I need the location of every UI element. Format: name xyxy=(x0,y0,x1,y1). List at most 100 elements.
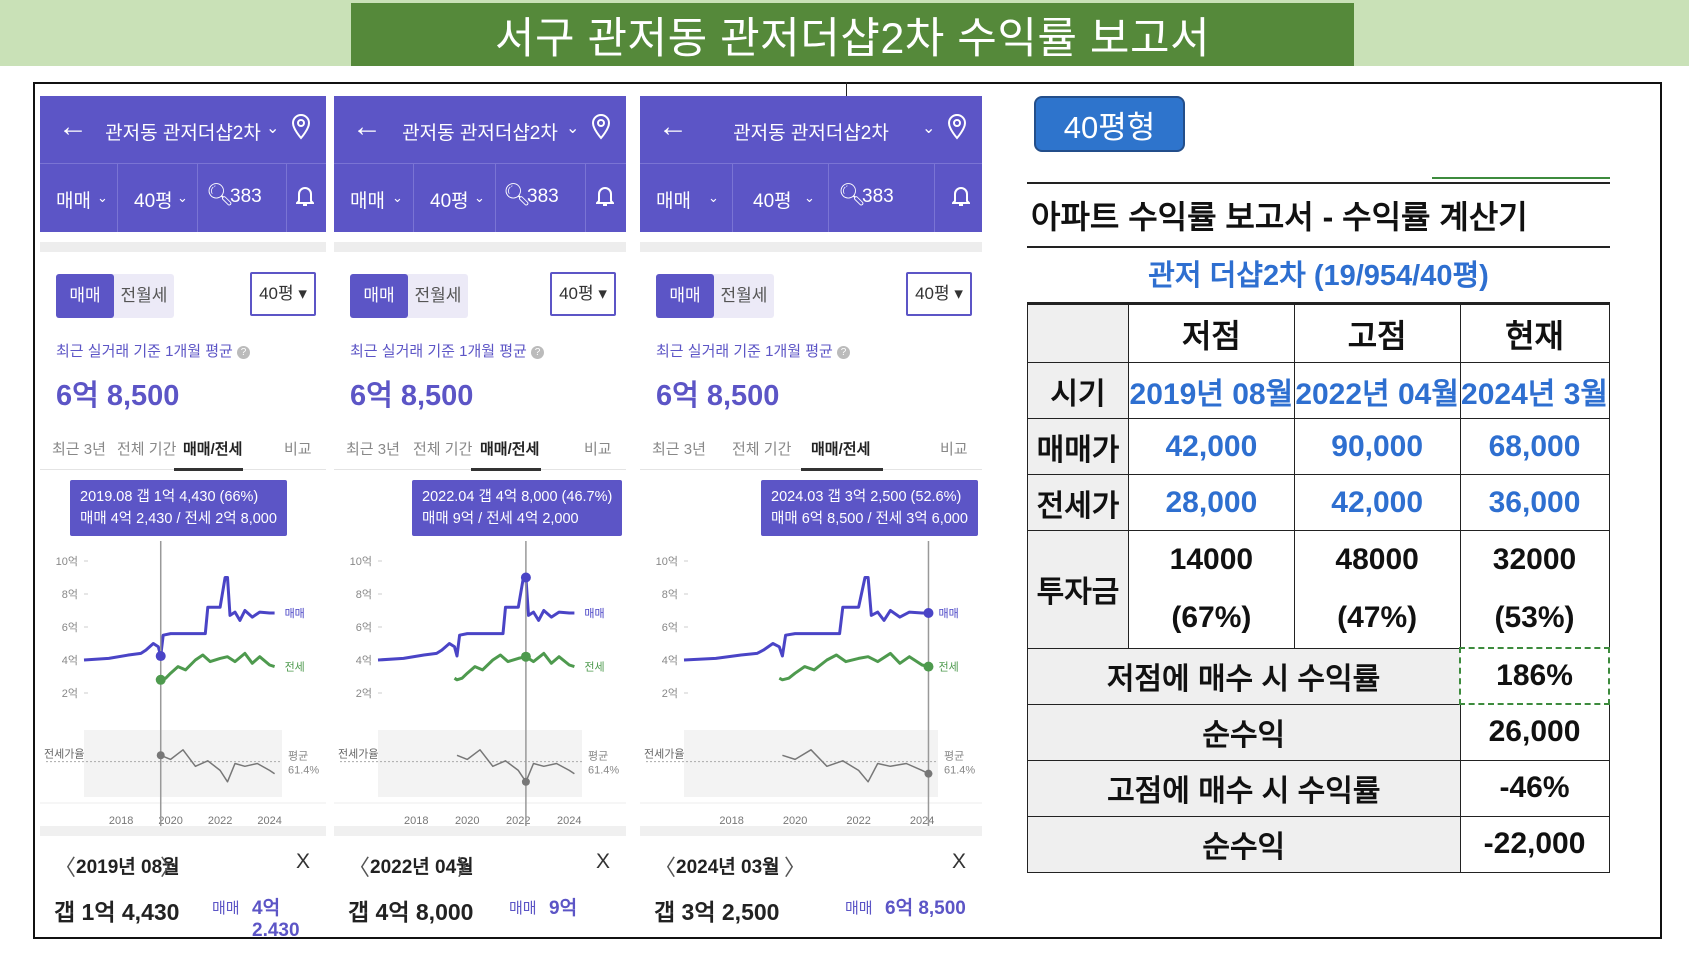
help-icon[interactable]: ? xyxy=(837,345,850,359)
divider xyxy=(732,164,733,232)
size-select[interactable]: 40평 ▾ xyxy=(250,272,316,316)
back-arrow-icon[interactable]: ← xyxy=(352,110,382,143)
filter-size[interactable]: 40평 xyxy=(430,191,469,212)
deal-type-toggle[interactable]: 매매 전월세 xyxy=(56,274,174,318)
chart-tabs: 최근 3년 전체 기간 매매/전세 비교 xyxy=(640,426,982,470)
jeonse-point xyxy=(155,674,166,685)
app-title[interactable]: 관저동 관저더샵2차 xyxy=(105,123,261,144)
bell-icon[interactable] xyxy=(950,184,972,214)
chevron-left-icon[interactable]: 〈 xyxy=(54,855,77,880)
chevron-down-icon[interactable]: ⌄ xyxy=(708,190,719,205)
tab-sale-jeonse[interactable]: 매매/전세 xyxy=(183,441,243,458)
app-title[interactable]: 관저동 관저더샵2차 xyxy=(402,123,558,144)
tab-all-period[interactable]: 전체 기간 xyxy=(117,441,177,458)
close-icon[interactable]: X xyxy=(952,850,967,873)
filter-type[interactable]: 매매 xyxy=(56,191,91,212)
search-icon[interactable]: 🔍︎ xyxy=(206,182,234,207)
toggle-rent[interactable]: 전월세 xyxy=(120,286,168,305)
divider xyxy=(286,164,287,232)
x-tick-label: 2024 xyxy=(257,815,281,827)
x-tick-label: 2018 xyxy=(719,815,743,827)
tab-sale-jeonse[interactable]: 매매/전세 xyxy=(480,441,540,458)
chevron-left-icon[interactable]: 〈 xyxy=(348,855,371,880)
listing-count[interactable]: 383 xyxy=(527,186,559,207)
bell-icon[interactable] xyxy=(294,184,316,214)
sale-point xyxy=(923,607,934,618)
filter-type[interactable]: 매매 xyxy=(350,191,385,212)
chevron-left-icon[interactable]: 〈 xyxy=(654,855,677,880)
filter-type[interactable]: 매매 xyxy=(656,191,691,212)
tooltip-line: 매매 9억 / 전세 4억 2,000 xyxy=(422,511,579,527)
size-select[interactable]: 40평 ▾ xyxy=(906,272,972,316)
toggle-rent[interactable]: 전월세 xyxy=(414,286,462,305)
filter-size[interactable]: 40평 xyxy=(134,191,173,212)
location-pin-icon[interactable] xyxy=(291,113,311,145)
toggle-sale[interactable]: 매매 xyxy=(350,274,408,318)
back-arrow-icon[interactable]: ← xyxy=(658,110,688,143)
app-title[interactable]: 관저동 관저더샵2차 xyxy=(733,123,889,144)
chevron-down-icon[interactable]: ⌄ xyxy=(804,190,815,205)
average-label: 최근 실거래 기준 1개월 평균 ? xyxy=(350,340,544,361)
y-tick-label: 4억 xyxy=(662,654,678,667)
toggle-rent[interactable]: 전월세 xyxy=(720,286,768,305)
chevron-down-icon[interactable]: ⌄ xyxy=(97,190,108,205)
jeonse-ratio-line xyxy=(782,749,929,783)
tab-compare[interactable]: 비교 xyxy=(284,441,312,458)
tab-recent-3y[interactable]: 최근 3년 xyxy=(346,441,400,458)
gap-summary: 갭 1억 4,430 매매 4억 2,430 xyxy=(40,893,326,936)
help-icon[interactable]: ? xyxy=(531,345,544,359)
chevron-right-icon[interactable]: 〉 xyxy=(160,855,183,880)
tooltip-line: 2022.04 갭 4억 8,000 (46.7%) xyxy=(422,489,613,505)
cell-value: 2024년 3월 xyxy=(1459,362,1610,419)
search-icon[interactable]: 🔍︎ xyxy=(838,182,866,207)
chevron-down-icon[interactable]: ⌄ xyxy=(474,190,485,205)
jeonse-ratio-line xyxy=(456,749,575,783)
location-pin-icon[interactable] xyxy=(947,113,967,145)
help-icon[interactable]: ? xyxy=(237,345,250,359)
deal-type-toggle[interactable]: 매매 전월세 xyxy=(656,274,774,318)
tab-recent-3y[interactable]: 최근 3년 xyxy=(652,441,706,458)
chevron-down-icon[interactable]: ⌄ xyxy=(392,190,403,205)
chevron-down-icon[interactable]: ⌄ xyxy=(266,120,280,137)
invest-cell: 32000 (53%) xyxy=(1459,530,1610,649)
back-arrow-icon[interactable]: ← xyxy=(58,110,88,143)
app-screenshot-2024: ← 관저동 관저더샵2차 ⌄ 매매 ⌄ 40평 ⌄ 🔍︎ 383 매매 전월세 … xyxy=(640,96,982,936)
close-icon[interactable]: X xyxy=(596,850,611,873)
filter-size[interactable]: 40평 xyxy=(753,191,792,212)
location-pin-icon[interactable] xyxy=(591,113,611,145)
tab-compare[interactable]: 비교 xyxy=(584,441,612,458)
search-icon[interactable]: 🔍︎ xyxy=(503,182,531,207)
gap-summary: 갭 3억 2,500 매매 6억 8,500 xyxy=(640,893,982,933)
tab-compare[interactable]: 비교 xyxy=(940,441,968,458)
month-navigator: 〈 2019년 08월 〉 X xyxy=(40,842,326,886)
toggle-sale[interactable]: 매매 xyxy=(56,274,114,318)
chevron-down-icon[interactable]: ⌄ xyxy=(177,190,188,205)
deal-type-toggle[interactable]: 매매 전월세 xyxy=(350,274,468,318)
tab-recent-3y[interactable]: 최근 3년 xyxy=(52,441,106,458)
chevron-down-icon[interactable]: ⌄ xyxy=(922,120,936,137)
y-tick-label: 2억 xyxy=(662,687,678,700)
toggle-sale[interactable]: 매매 xyxy=(656,274,714,318)
y-tick-label: 8억 xyxy=(62,588,78,601)
y-tick-label: 6억 xyxy=(662,621,678,634)
listing-count[interactable]: 383 xyxy=(862,186,894,207)
chevron-right-icon[interactable]: 〉 xyxy=(457,855,480,880)
month-navigator: 〈 2022년 04월 〉 X xyxy=(334,842,626,886)
bell-icon[interactable] xyxy=(594,184,616,214)
chevron-right-icon[interactable]: 〉 xyxy=(784,855,807,880)
size-select[interactable]: 40평 ▾ xyxy=(550,272,616,316)
y-tick-label: 6억 xyxy=(62,621,78,634)
sale-point xyxy=(520,572,531,583)
tab-all-period[interactable]: 전체 기간 xyxy=(732,441,792,458)
cell-value: 28,000 xyxy=(1128,474,1295,531)
close-icon[interactable]: X xyxy=(296,850,311,873)
ratio-band xyxy=(378,730,582,797)
tab-sale-jeonse[interactable]: 매매/전세 xyxy=(811,441,871,458)
listing-count[interactable]: 383 xyxy=(230,186,262,207)
chevron-down-icon[interactable]: ⌄ xyxy=(566,120,580,137)
average-label: 최근 실거래 기준 1개월 평균 ? xyxy=(56,340,250,361)
sale-price-line xyxy=(83,576,275,662)
sale-point xyxy=(155,651,166,662)
tab-all-period[interactable]: 전체 기간 xyxy=(413,441,473,458)
